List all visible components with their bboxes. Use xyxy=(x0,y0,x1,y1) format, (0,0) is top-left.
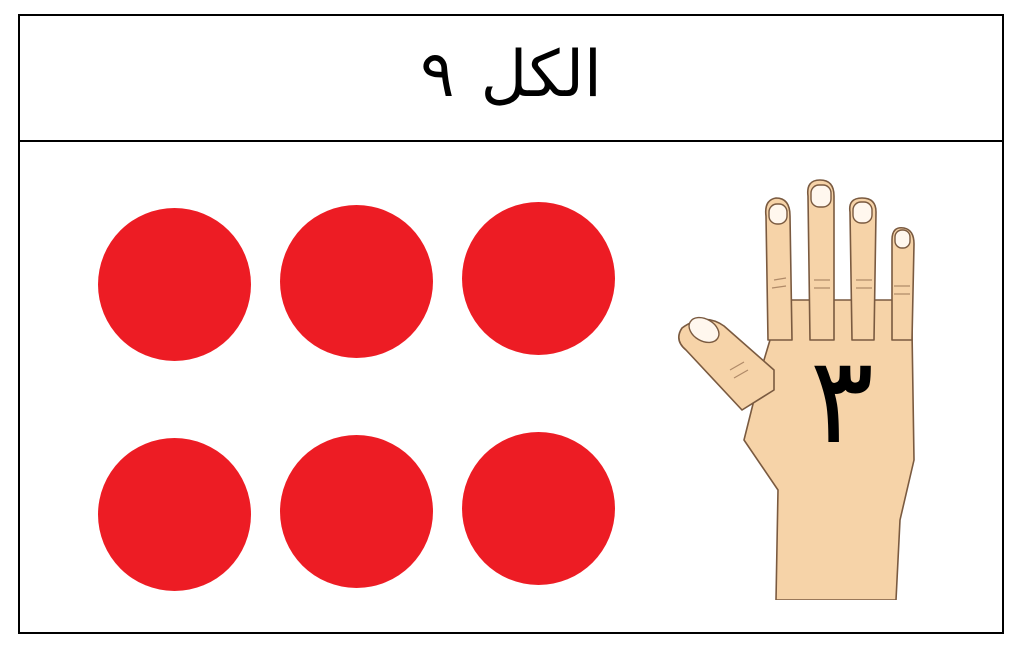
hand-illustration xyxy=(678,179,915,600)
hand-number: ٣ xyxy=(809,332,875,471)
red-dot xyxy=(98,438,251,591)
red-dot xyxy=(280,205,433,358)
counting-card: الكل ٩ xyxy=(18,14,1004,634)
total-label: الكل٩ xyxy=(420,43,601,107)
red-dot xyxy=(98,208,251,361)
red-dot xyxy=(462,202,615,355)
red-dot xyxy=(280,435,433,588)
red-dot xyxy=(462,432,615,585)
total-word: الكل xyxy=(480,38,602,112)
card-header: الكل ٩ xyxy=(20,16,1002,142)
total-number: ٩ xyxy=(420,38,455,112)
card-body: ٣ xyxy=(20,142,1002,632)
